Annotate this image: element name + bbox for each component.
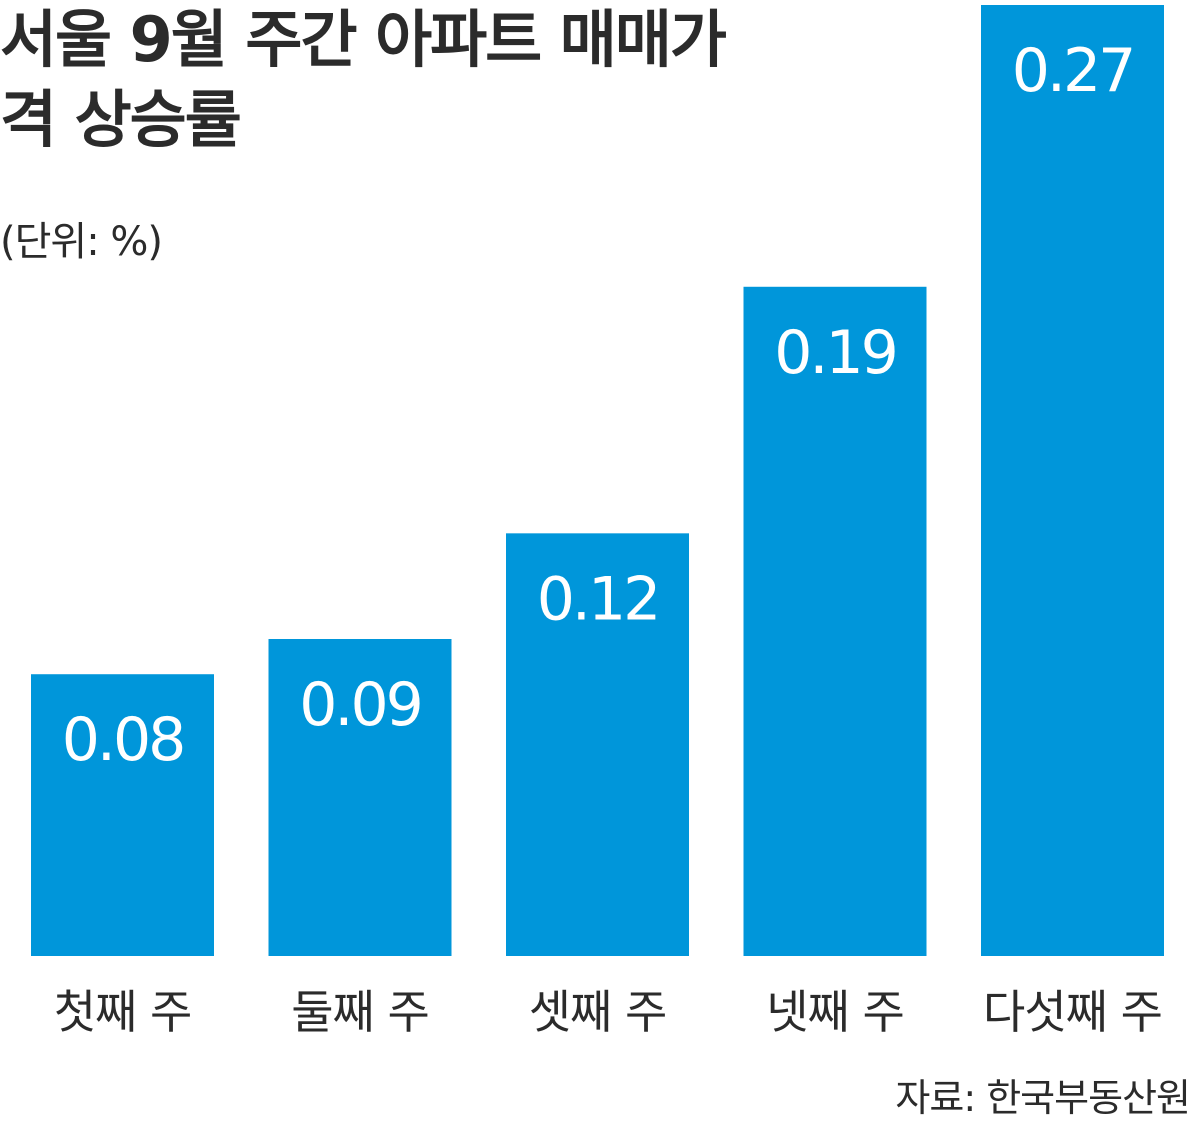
category-label: 셋째 주	[529, 985, 667, 1039]
bar	[981, 5, 1164, 956]
bar	[31, 674, 214, 956]
category-label: 다섯째 주	[983, 985, 1162, 1039]
category-label: 넷째 주	[766, 985, 904, 1039]
bar-value-label: 0.12	[537, 564, 659, 634]
bar-value-label: 0.27	[1012, 36, 1134, 106]
unit-label: (단위: %)	[0, 219, 163, 265]
source-note: 자료: 한국부동산원	[895, 1076, 1191, 1120]
category-label: 첫째 주	[54, 985, 192, 1039]
bar-value-label: 0.08	[62, 705, 184, 775]
value-labels-layer: 0.08 0.09 0.12 0.19 0.27	[62, 36, 1137, 775]
bar-value-label: 0.19	[774, 318, 896, 388]
bars-layer	[31, 5, 1164, 956]
bar	[268, 639, 452, 956]
category-labels-layer: 첫째 주 둘째 주 셋째 주 넷째 주 다섯째 주	[54, 985, 1163, 1039]
bar	[506, 533, 689, 956]
chart-title: 서울 9월 주간 아파트 매매가격 상승률	[0, 3, 727, 156]
bar	[743, 286, 927, 956]
category-label: 둘째 주	[291, 985, 429, 1039]
bar-value-label: 0.09	[299, 670, 421, 740]
